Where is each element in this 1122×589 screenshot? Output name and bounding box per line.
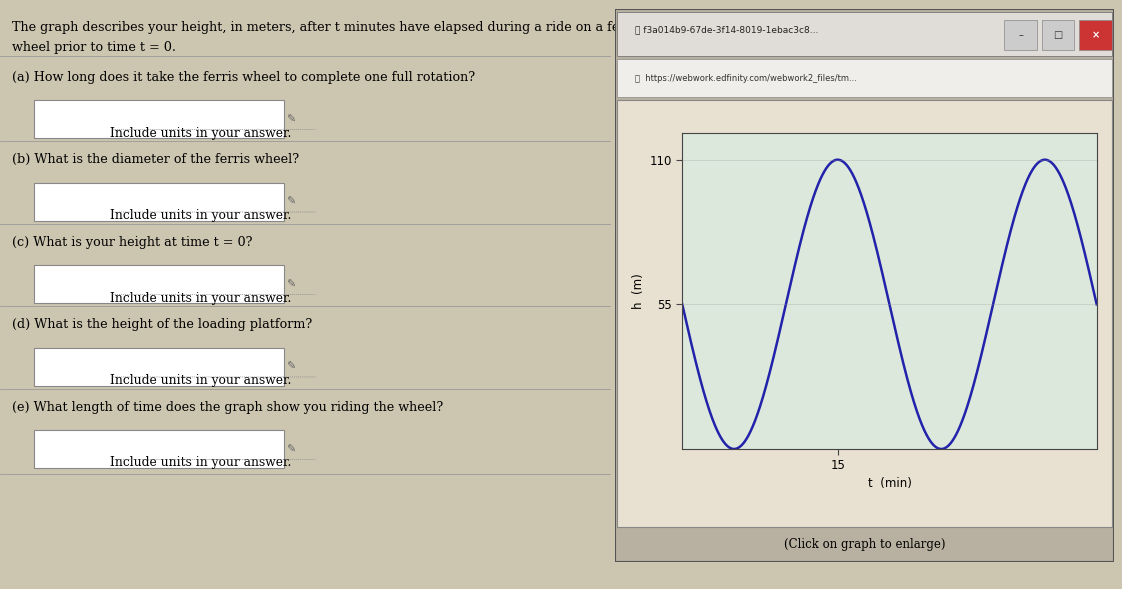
Text: (b) What is the diameter of the ferris wheel?: (b) What is the diameter of the ferris w…	[12, 153, 300, 166]
Text: –: –	[1019, 30, 1023, 40]
Text: ×: ×	[1092, 30, 1100, 40]
Text: Include units in your answer.: Include units in your answer.	[110, 127, 292, 140]
Text: (a) How long does it take the ferris wheel to complete one full rotation?: (a) How long does it take the ferris whe…	[12, 71, 476, 84]
Text: 📄 f3a014b9-67de-3f14-8019-1ebac3c8...: 📄 f3a014b9-67de-3f14-8019-1ebac3c8...	[635, 25, 818, 35]
Text: □: □	[1054, 30, 1063, 40]
Text: Include units in your answer.: Include units in your answer.	[110, 292, 292, 305]
Text: ✎: ✎	[286, 197, 295, 207]
FancyBboxPatch shape	[617, 12, 1112, 56]
Text: Include units in your answer.: Include units in your answer.	[110, 209, 292, 222]
FancyBboxPatch shape	[615, 9, 1114, 562]
X-axis label: t  (min): t (min)	[867, 477, 911, 489]
FancyBboxPatch shape	[34, 100, 284, 138]
FancyBboxPatch shape	[34, 183, 284, 221]
Text: wheel prior to time t = 0.: wheel prior to time t = 0.	[12, 41, 176, 54]
Text: ✎: ✎	[286, 280, 295, 289]
FancyBboxPatch shape	[1004, 20, 1037, 51]
Text: 🔒  https://webwork.edfinity.com/webwork2_files/tm...: 🔒 https://webwork.edfinity.com/webwork2_…	[635, 74, 857, 82]
Text: (Click on graph to enlarge): (Click on graph to enlarge)	[784, 538, 945, 551]
FancyBboxPatch shape	[617, 100, 1112, 527]
Text: ✎: ✎	[286, 115, 295, 124]
FancyBboxPatch shape	[34, 430, 284, 468]
FancyBboxPatch shape	[617, 59, 1112, 97]
FancyBboxPatch shape	[34, 348, 284, 386]
FancyBboxPatch shape	[1079, 20, 1112, 51]
Text: The graph describes your height, in meters, after t minutes have elapsed during : The graph describes your height, in mete…	[12, 21, 837, 34]
Text: Include units in your answer.: Include units in your answer.	[110, 374, 292, 387]
Text: Include units in your answer.: Include units in your answer.	[110, 456, 292, 469]
FancyBboxPatch shape	[1041, 20, 1074, 51]
Text: (c) What is your height at time t = 0?: (c) What is your height at time t = 0?	[12, 236, 252, 249]
FancyBboxPatch shape	[34, 265, 284, 303]
Text: ✎: ✎	[286, 362, 295, 372]
Y-axis label: h  (m): h (m)	[633, 273, 645, 309]
Text: (d) What is the height of the loading platform?: (d) What is the height of the loading pl…	[12, 318, 313, 331]
Text: ✎: ✎	[286, 445, 295, 454]
Text: (e) What length of time does the graph show you riding the wheel?: (e) What length of time does the graph s…	[12, 401, 443, 413]
